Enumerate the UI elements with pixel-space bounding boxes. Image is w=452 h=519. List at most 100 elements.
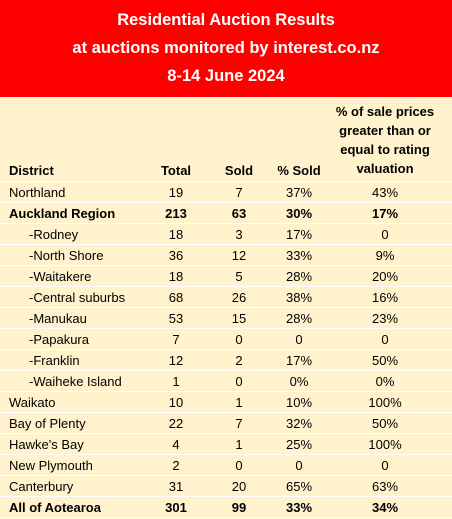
table-cell: 37%	[285, 185, 313, 200]
table-cell: 38%	[285, 290, 313, 305]
column-header-line: greater than or	[339, 123, 431, 138]
table-cell: 0	[295, 332, 303, 347]
column-header-line: % of sale prices	[335, 104, 435, 119]
table-row: Northland 19 7 37% 43%	[0, 182, 452, 203]
title-line: 8-14 June 2024	[167, 67, 285, 85]
column-header: District	[9, 163, 54, 178]
table-cell: 17%	[285, 353, 313, 368]
table-cell: -Manukau	[29, 311, 87, 326]
table-cell: 33%	[285, 248, 313, 263]
table-cell: 10	[168, 395, 184, 410]
table-cell: Waikato	[9, 395, 56, 410]
table-cell: -Papakura	[29, 332, 89, 347]
table-row: -Central suburbs 68 26 38% 16%	[0, 287, 452, 308]
table-row: -Franklin 12 2 17% 50%	[0, 350, 452, 371]
table-cell: 33%	[285, 500, 313, 515]
table-cell: 68	[168, 290, 184, 305]
table-cell: 100%	[368, 437, 402, 452]
table-cell: 63	[231, 206, 247, 221]
table-cell: 9%	[375, 248, 395, 263]
table-cell: 12	[168, 353, 184, 368]
table-cell: 7	[235, 185, 243, 200]
table-cell: 32%	[285, 416, 313, 431]
table-cell: 0	[235, 458, 243, 473]
table-cell: 7	[235, 416, 243, 431]
table-cell: 17%	[371, 206, 399, 221]
table-cell: 0	[381, 458, 389, 473]
table-cell: 1	[172, 374, 180, 389]
table-cell: 12	[231, 248, 247, 263]
table-cell: 213	[165, 206, 187, 221]
table-cell: 20	[231, 479, 247, 494]
column-header: Sold	[224, 163, 254, 178]
table-cell: 2	[172, 458, 180, 473]
table-row: All of Aotearoa 301 99 33% 34%	[0, 497, 452, 518]
table-cell: Northland	[9, 185, 66, 200]
table-cell: 0	[235, 374, 243, 389]
table-row: Auckland Region 213 63 30% 17%	[0, 203, 452, 224]
table-cell: 15	[231, 311, 247, 326]
table-cell: 23%	[371, 311, 399, 326]
table-cell: New Plymouth	[9, 458, 93, 473]
table-cell: 3	[235, 227, 243, 242]
table-cell: -Waiheke Island	[29, 374, 122, 389]
table-cell: 4	[172, 437, 180, 452]
table-cell: 25%	[285, 437, 313, 452]
table-cell: 34%	[371, 500, 399, 515]
table-header: District Total Sold % Sold % of sale prices g…	[0, 97, 452, 182]
table-row: -North Shore 36 12 33% 9%	[0, 245, 452, 266]
table-cell: 0%	[375, 374, 395, 389]
table-row: -Waitakere 18 5 28% 20%	[0, 266, 452, 287]
table-cell: 30%	[285, 206, 313, 221]
table-cell: -Franklin	[29, 353, 80, 368]
column-header: % Sold	[277, 163, 321, 178]
table-cell: 50%	[371, 416, 399, 431]
table-cell: 301	[165, 500, 187, 515]
table-cell: 18	[168, 227, 184, 242]
table-cell: 28%	[285, 311, 313, 326]
title-line: at auctions monitored by interest.co.nz	[72, 39, 380, 57]
table-row: Bay of Plenty 22 7 32% 50%	[0, 413, 452, 434]
table-cell: 0%	[289, 374, 309, 389]
table-cell: 16%	[371, 290, 399, 305]
table-cell: 1	[235, 437, 243, 452]
table-cell: 5	[235, 269, 243, 284]
table-row: Waikato 10 1 10% 100%	[0, 392, 452, 413]
table-cell: Auckland Region	[9, 206, 116, 221]
table-cell: Hawke's Bay	[9, 437, 84, 452]
table-cell: All of Aotearoa	[9, 500, 101, 515]
table-cell: 19	[168, 185, 184, 200]
table-cell: 99	[231, 500, 247, 515]
table-cell: Canterbury	[9, 479, 74, 494]
table-cell: 65%	[285, 479, 313, 494]
table-cell: 0	[381, 332, 389, 347]
table-cell: 0	[381, 227, 389, 242]
table-row: Hawke's Bay 4 1 25% 100%	[0, 434, 452, 455]
table-cell: 36	[168, 248, 184, 263]
table-cell: 20%	[371, 269, 399, 284]
table-row: -Waiheke Island 1 0 0% 0%	[0, 371, 452, 392]
table-cell: Bay of Plenty	[9, 416, 86, 431]
table-row: -Papakura 7 0 0 0	[0, 329, 452, 350]
table-cell: -North Shore	[29, 248, 104, 263]
column-header: Total	[160, 163, 192, 178]
table-row: -Manukau 53 15 28% 23%	[0, 308, 452, 329]
table-cell: 26	[231, 290, 247, 305]
table-row: Canterbury 31 20 65% 63%	[0, 476, 452, 497]
title-banner: Residential Auction Results at auctions m…	[0, 0, 452, 97]
table-cell: 7	[172, 332, 180, 347]
table-cell: 0	[295, 458, 303, 473]
table-cell: -Waitakere	[29, 269, 92, 284]
table-cell: 31	[168, 479, 184, 494]
table-cell: -Rodney	[29, 227, 79, 242]
table-cell: 2	[235, 353, 243, 368]
table-cell: 28%	[285, 269, 313, 284]
table-cell: -Central suburbs	[29, 290, 126, 305]
table-row: New Plymouth 2 0 0 0	[0, 455, 452, 476]
table-cell: 100%	[368, 395, 402, 410]
table-cell: 10%	[285, 395, 313, 410]
table-cell: 17%	[285, 227, 313, 242]
column-header-line: valuation	[356, 161, 414, 176]
table-cell: 43%	[371, 185, 399, 200]
